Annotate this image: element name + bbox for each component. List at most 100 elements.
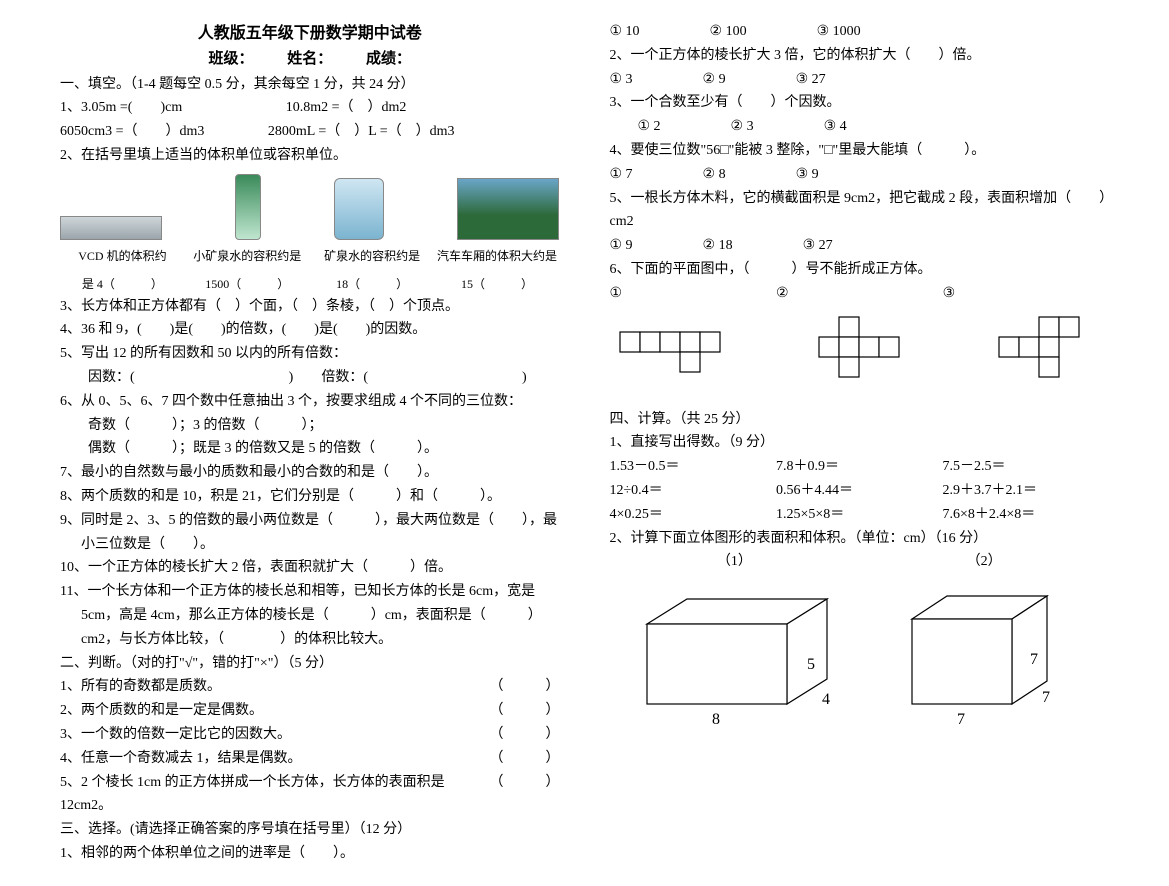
c2b: 0.56＋4.44＝ bbox=[776, 479, 943, 503]
section1-heading: 一、填空。（1-4 题每空 0.5 分，其余每空 1 分，共 24 分） bbox=[60, 73, 560, 97]
q2-1-text: 1、所有的奇数都是质数。 bbox=[60, 675, 221, 699]
q1-6: 6、从 0、5、6、7 四个数中任意抽出 3 个，按要求组成 4 个不同的三位数… bbox=[60, 390, 560, 414]
calc-row3: 4×0.25＝ 1.25×5×8＝ 7.6×8＋2.4×8＝ bbox=[610, 503, 1110, 527]
q2-3: 3、一个数的倍数一定比它的因数大。 （ ） bbox=[60, 723, 560, 747]
q2-4: 4、任意一个奇数减去 1，结果是偶数。 （ ） bbox=[60, 747, 560, 771]
vcd-img bbox=[60, 216, 162, 240]
q3-2-options: ① 3 ② 9 ③ 27 bbox=[610, 68, 1110, 92]
img-vcd bbox=[60, 216, 162, 240]
label-score: 成绩： bbox=[366, 51, 411, 67]
q2-2: 2、两个质数的和是一定是偶数。 （ ） bbox=[60, 699, 560, 723]
img-barrel bbox=[334, 178, 384, 240]
q3-1-options: ① 10 ② 100 ③ 1000 bbox=[610, 20, 1110, 44]
q3-6-options: ① ② ③ bbox=[610, 282, 1110, 306]
section2-heading: 二、判断。（对的打"√"，错的打"×"）（5 分） bbox=[60, 652, 560, 676]
q2-1: 1、所有的奇数都是质数。 （ ） bbox=[60, 675, 560, 699]
q1-1d: 2800mL =（ ）L =（ ）dm3 bbox=[268, 124, 455, 139]
q1-11: 11、一个长方体和一个正方体的棱长总和相等，已知长方体的长是 6cm，宽是 5c… bbox=[60, 580, 560, 651]
q3-4-options: ① 7 ② 8 ③ 9 bbox=[610, 163, 1110, 187]
cube-nets-row bbox=[610, 312, 1110, 402]
q4-2b: （2） bbox=[859, 550, 1109, 574]
q2-5: 5、2 个棱长 1cm 的正方体拼成一个长方体，长方体的表面积是 12cm2。（… bbox=[60, 771, 560, 819]
q2-2-text: 2、两个质数的和是一定是偶数。 bbox=[60, 699, 263, 723]
q2-4-paren: （ ） bbox=[490, 747, 560, 771]
q2-3-text: 3、一个数的倍数一定比它的因数大。 bbox=[60, 723, 291, 747]
q1-2: 2、在括号里填上适当的体积单位或容积单位。 bbox=[60, 144, 560, 168]
q3-3: 3、一个合数至少有（ ）个因数。 bbox=[610, 91, 1110, 115]
q1-6a: 奇数（ ）；3 的倍数（ ）； bbox=[60, 414, 560, 438]
q4-2-labels: （1） （2） bbox=[610, 550, 1110, 574]
q1-3: 3、长方体和正方体都有（ ）个面，（ ）条棱，（ ）个顶点。 bbox=[60, 295, 560, 319]
cap4a: 汽车车厢的体积大约是 bbox=[435, 246, 560, 266]
q1-5: 5、写出 12 的所有因数和 50 以内的所有倍数： bbox=[60, 342, 560, 366]
q2-4-text: 4、任意一个奇数减去 1，结果是偶数。 bbox=[60, 747, 302, 771]
cap2b: 1500（ ） bbox=[185, 274, 310, 294]
q1-1-line2: 6050cm3 =（ ）dm3 2800mL =（ ）L =（ ）dm3 bbox=[60, 120, 560, 144]
cuboid-1: 5 4 8 bbox=[627, 584, 857, 744]
cap4b: 15（ ） bbox=[435, 274, 560, 294]
c3a: 4×0.25＝ bbox=[610, 503, 777, 527]
bottle-img bbox=[235, 174, 261, 240]
c2c: 2.9＋3.7＋2.1＝ bbox=[943, 479, 1110, 503]
q4-1: 1、直接写出得数。（9 分） bbox=[610, 431, 1110, 455]
q1-4: 4、36 和 9，( )是( )的倍数，( )是( )的因数。 bbox=[60, 318, 560, 342]
label-name: 姓名： bbox=[287, 51, 332, 67]
cuboid2-h: 7 bbox=[1030, 651, 1038, 668]
cuboid-2: 7 7 7 bbox=[892, 584, 1092, 744]
q2-2-paren: （ ） bbox=[490, 699, 560, 723]
right-column: ① 10 ② 100 ③ 1000 2、一个正方体的棱长扩大 3 倍，它的体积扩… bbox=[610, 20, 1110, 866]
cap3a: 矿泉水的容积约是 bbox=[310, 246, 435, 266]
q3-3-options: ① 2 ② 3 ③ 4 bbox=[610, 115, 1110, 139]
q2-1-paren: （ ） bbox=[490, 675, 560, 699]
cuboid1-w: 8 bbox=[712, 711, 720, 728]
cuboids-row: 5 4 8 7 7 7 bbox=[610, 584, 1110, 744]
q3-5-options: ① 9 ② 18 ③ 27 bbox=[610, 234, 1110, 258]
c3b: 1.25×5×8＝ bbox=[776, 503, 943, 527]
q1-6b: 偶数（ ）；既是 3 的倍数又是 5 的倍数（ ）。 bbox=[60, 437, 560, 461]
calc-row1: 1.53－0.5＝ 7.8＋0.9＝ 7.5－2.5＝ bbox=[610, 455, 1110, 479]
left-column: 人教版五年级下册数学期中试卷 班级： 姓名： 成绩： 一、填空。（1-4 题每空… bbox=[60, 20, 560, 866]
c1b: 7.8＋0.9＝ bbox=[776, 455, 943, 479]
c2a: 12÷0.4＝ bbox=[610, 479, 777, 503]
q3-5: 5、一根长方体木料，它的横截面积是 9cm2，把它截成 2 段，表面积增加（ ）… bbox=[610, 187, 1110, 235]
q3-2: 2、一个正方体的棱长扩大 3 倍，它的体积扩大（ ）倍。 bbox=[610, 44, 1110, 68]
q1-1a: 1、3.05m =( )cm bbox=[60, 100, 182, 115]
calc-row2: 12÷0.4＝ 0.56＋4.44＝ 2.9＋3.7＋2.1＝ bbox=[610, 479, 1110, 503]
q3-1: 1、相邻的两个体积单位之间的进率是（ ）。 bbox=[60, 842, 560, 866]
q4-2: 2、计算下面立体图形的表面积和体积。（单位：cm）（16 分） bbox=[610, 527, 1110, 551]
cap2a: 小矿泉水的容积约是 bbox=[185, 246, 310, 266]
q1-1c: 6050cm3 =（ ）dm3 bbox=[60, 124, 204, 139]
truck-img bbox=[457, 178, 559, 240]
img-truck bbox=[457, 178, 559, 240]
net-2 bbox=[789, 312, 929, 402]
q1-7: 7、最小的自然数与最小的质数和最小的合数的和是（ ）。 bbox=[60, 461, 560, 485]
cuboid1-d: 4 bbox=[822, 691, 830, 708]
exam-subtitle: 班级： 姓名： 成绩： bbox=[60, 47, 560, 73]
captions-row1: VCD 机的体积约 小矿泉水的容积约是 矿泉水的容积约是 汽车车厢的体积大约是 bbox=[60, 246, 560, 266]
q1-10: 10、一个正方体的棱长扩大 2 倍，表面积就扩大（ ）倍。 bbox=[60, 556, 560, 580]
img-bottle bbox=[235, 174, 261, 240]
q1-1: 1、3.05m =( )cm 10.8m2 =（ ）dm2 bbox=[60, 96, 560, 120]
q3-6: 6、下面的平面图中，（ ）号不能折成正方体。 bbox=[610, 258, 1110, 282]
cuboid1-h: 5 bbox=[807, 656, 815, 673]
barrel-img bbox=[334, 178, 384, 240]
q2-5-paren: （ ） bbox=[490, 771, 560, 819]
images-row bbox=[60, 174, 560, 240]
section3-heading: 三、选择。(请选择正确答案的序号填在括号里）（12 分） bbox=[60, 818, 560, 842]
cap1a: VCD 机的体积约 bbox=[60, 246, 185, 266]
exam-title: 人教版五年级下册数学期中试卷 bbox=[60, 20, 560, 47]
q1-5a: 因数：( ) 倍数：( ) bbox=[60, 366, 560, 390]
captions-row2: 是 4（ ） 1500（ ） 18（ ） 15（ ） bbox=[60, 274, 560, 294]
c1a: 1.53－0.5＝ bbox=[610, 455, 777, 479]
c3c: 7.6×8＋2.4×8＝ bbox=[943, 503, 1110, 527]
q1-9: 9、同时是 2、3、5 的倍数的最小两位数是（ ），最大两位数是（ ），最小三位… bbox=[60, 509, 560, 557]
cap1b: 是 4（ ） bbox=[60, 274, 185, 294]
net-3 bbox=[969, 312, 1109, 402]
label-class: 班级： bbox=[208, 51, 253, 67]
cuboid2-w: 7 bbox=[957, 711, 965, 728]
cap3b: 18（ ） bbox=[310, 274, 435, 294]
q3-4: 4、要使三位数"56□"能被 3 整除，"□"里最大能填（ ）。 bbox=[610, 139, 1110, 163]
q1-8: 8、两个质数的和是 10，积是 21，它们分别是（ ）和（ ）。 bbox=[60, 485, 560, 509]
q2-3-paren: （ ） bbox=[490, 723, 560, 747]
net-1 bbox=[610, 312, 750, 382]
